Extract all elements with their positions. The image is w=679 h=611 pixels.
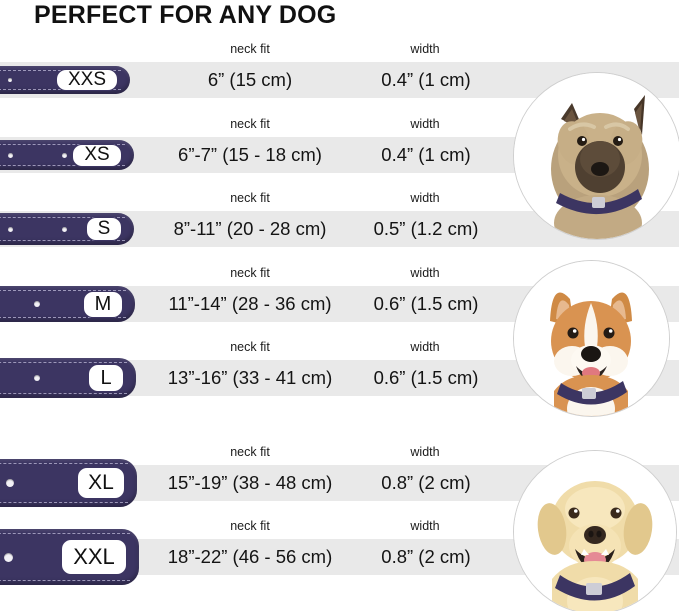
size-badge: XXL xyxy=(61,539,127,575)
width-header: width xyxy=(410,117,440,131)
collar-stitch-top xyxy=(0,533,130,534)
collar-graphic: S xyxy=(0,213,134,245)
width-header: width xyxy=(410,340,440,354)
size-badge: M xyxy=(83,290,123,318)
width-value: 0.6” (1.5 cm) xyxy=(373,293,479,314)
neck-fit-value: 8”-11” (20 - 28 cm) xyxy=(173,218,327,239)
collar-stitch-bottom xyxy=(0,240,125,241)
collar-hole xyxy=(8,78,12,82)
width-value: 0.4” (1 cm) xyxy=(381,69,471,90)
terrier-photo xyxy=(513,72,679,240)
collar-graphic: XL xyxy=(0,459,137,507)
size-badge: S xyxy=(86,217,122,241)
neck-fit-value: 6”-7” (15 - 18 cm) xyxy=(178,144,322,165)
neck-fit-header: neck fit xyxy=(230,340,270,354)
size-badge: XS xyxy=(72,143,122,167)
neck-fit-header: neck fit xyxy=(230,266,270,280)
corgi-photo xyxy=(513,260,670,417)
neck-fit-header: neck fit xyxy=(230,445,270,459)
collar-stitch-bottom xyxy=(0,580,130,581)
collar-stitch-bottom xyxy=(0,393,127,394)
width-header: width xyxy=(410,191,440,205)
width-value: 0.8” (2 cm) xyxy=(381,546,471,567)
collar-stitch-top xyxy=(0,217,125,218)
width-value: 0.8” (2 cm) xyxy=(381,472,471,493)
collar-hole xyxy=(62,152,67,158)
labrador-photo xyxy=(513,450,677,611)
size-badge: L xyxy=(88,364,124,392)
terrier-image xyxy=(514,73,679,239)
width-header: width xyxy=(410,42,440,56)
collar-stitch-bottom xyxy=(0,317,126,318)
width-value: 0.6” (1.5 cm) xyxy=(373,367,479,388)
collar-graphic: L xyxy=(0,358,136,398)
collar-graphic: XXL xyxy=(0,529,139,585)
neck-fit-value: 13”-16” (33 - 41 cm) xyxy=(167,367,333,388)
collar-graphic: XXS xyxy=(0,66,130,94)
page-title: PERFECT FOR ANY DOG xyxy=(34,1,337,29)
width-header: width xyxy=(410,445,440,459)
collar-stitch-bottom xyxy=(0,502,128,503)
neck-fit-value: 18”-22” (46 - 56 cm) xyxy=(167,546,333,567)
collar-stitch-top xyxy=(0,290,126,291)
collar-hole xyxy=(6,479,14,487)
width-header: width xyxy=(410,266,440,280)
neck-fit-header: neck fit xyxy=(230,117,270,131)
neck-fit-value: 6” (15 cm) xyxy=(207,69,293,90)
width-header: width xyxy=(410,519,440,533)
size-badge: XL xyxy=(77,467,125,499)
collar-hole xyxy=(34,301,40,307)
collar-stitch-top xyxy=(0,362,127,363)
width-value: 0.4” (1 cm) xyxy=(381,144,471,165)
corgi-image xyxy=(514,261,669,416)
neck-fit-header: neck fit xyxy=(230,42,270,56)
collar-stitch-top xyxy=(0,463,128,464)
collar-stitch-bottom xyxy=(0,165,125,166)
collar-graphic: M xyxy=(0,286,135,322)
size-badge: XXS xyxy=(56,69,118,91)
width-value: 0.5” (1.2 cm) xyxy=(373,218,479,239)
collar-hole xyxy=(8,152,13,158)
collar-hole xyxy=(34,375,40,381)
neck-fit-header: neck fit xyxy=(230,519,270,533)
neck-fit-value: 15”-19” (38 - 48 cm) xyxy=(167,472,333,493)
collar-hole xyxy=(8,226,13,232)
collar-hole xyxy=(62,226,67,232)
labrador-image xyxy=(514,451,676,611)
neck-fit-value: 11”-14” (28 - 36 cm) xyxy=(168,293,332,314)
collar-hole xyxy=(4,552,13,562)
collar-graphic: XS xyxy=(0,140,134,170)
collar-stitch-top xyxy=(0,144,125,145)
neck-fit-header: neck fit xyxy=(230,191,270,205)
